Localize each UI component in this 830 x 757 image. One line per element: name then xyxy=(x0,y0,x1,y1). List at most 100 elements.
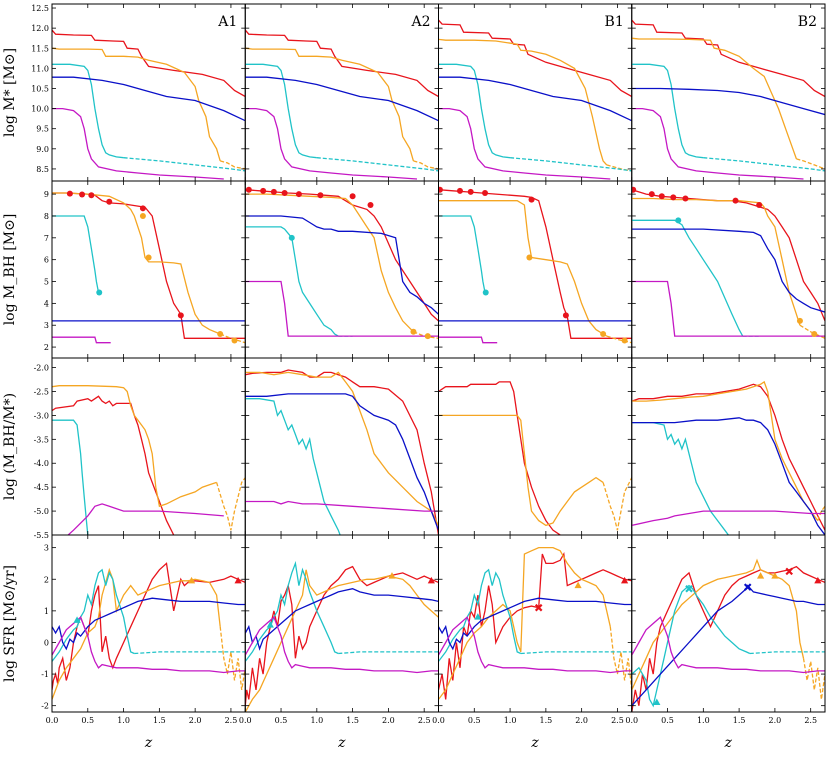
series-orange_dashed xyxy=(606,164,632,172)
marker-point xyxy=(88,192,95,199)
marker-triangle xyxy=(73,616,81,623)
series-cyan xyxy=(438,568,522,662)
series-magenta xyxy=(67,503,224,535)
marker-x xyxy=(743,583,752,591)
series-cyan_dashed xyxy=(316,157,439,172)
ytick-label: 12.0 xyxy=(31,24,49,33)
xtick-label: 0.0 xyxy=(46,716,59,725)
series-cyan xyxy=(631,421,730,535)
marker-triangle xyxy=(756,572,765,579)
marker-triangle xyxy=(474,613,482,620)
marker-point xyxy=(139,205,146,212)
ylabel-log_mbh: log M_BH [M⊙] xyxy=(2,214,18,326)
panel-log_sfr-A2: 0.0 0.5 1.0 1.5 2.0 2.5 z xyxy=(239,534,439,751)
marker-triangle xyxy=(266,621,274,628)
ytick-label: 8.5 xyxy=(36,165,49,174)
ytick-label: 10.0 xyxy=(31,105,49,114)
panel-frame xyxy=(438,534,633,713)
marker-point xyxy=(756,202,763,209)
marker-point xyxy=(66,190,73,197)
xtick-label: 2.5 xyxy=(418,716,431,725)
ytick-label: 9.0 xyxy=(36,145,49,154)
series-orange_dashed xyxy=(796,158,825,170)
marker-point xyxy=(288,234,295,241)
ytick-label: 10.5 xyxy=(31,84,49,93)
panel-frame xyxy=(438,3,633,182)
ytick-label: 9 xyxy=(44,190,49,199)
series-orange_dashed xyxy=(220,160,246,170)
series-red xyxy=(52,29,246,98)
ytick-label: -4.0 xyxy=(34,459,49,468)
panel-label-B1: B1 xyxy=(605,14,624,30)
series-magenta xyxy=(631,616,825,674)
xtick-label: 1.0 xyxy=(504,716,517,725)
ytick-label: 11.0 xyxy=(31,64,49,73)
series-red xyxy=(245,369,439,535)
series-orange_dashed xyxy=(802,658,825,700)
series-cyan_dashed xyxy=(520,651,632,655)
marker-x xyxy=(785,567,793,576)
marker-point xyxy=(231,337,238,344)
marker-point xyxy=(658,193,665,200)
series-red xyxy=(438,19,632,98)
series-magenta xyxy=(245,107,418,180)
series-blue xyxy=(245,215,439,315)
series-orange xyxy=(631,558,805,691)
series-blue xyxy=(631,87,825,116)
series-blue xyxy=(52,76,246,122)
series-red xyxy=(52,562,246,690)
panel-log_ratio-B2 xyxy=(631,357,826,536)
series-orange xyxy=(245,47,415,162)
series-cyan_dashed xyxy=(749,651,825,655)
series-orange xyxy=(438,414,604,527)
marker-point xyxy=(349,193,356,200)
series-blue xyxy=(438,76,632,122)
series-orange xyxy=(52,385,217,508)
xtick-label: 2.5 xyxy=(611,716,624,725)
marker-point xyxy=(367,202,374,209)
series-magenta xyxy=(438,616,632,674)
marker-point xyxy=(670,194,677,201)
marker-point xyxy=(96,289,103,296)
ytick-label: 11.5 xyxy=(31,44,49,53)
series-red xyxy=(438,189,632,339)
series-cyan xyxy=(631,584,751,708)
series-cyan_dashed xyxy=(134,651,246,655)
panel-log_mbh-B1 xyxy=(438,180,633,359)
series-red xyxy=(631,19,825,98)
series-orange xyxy=(631,37,798,160)
marker-triangle xyxy=(187,576,196,584)
marker-point xyxy=(648,191,655,198)
series-orange xyxy=(52,47,221,162)
panel-frame xyxy=(244,180,439,359)
panel-log_mstar-B2: B2 xyxy=(631,3,826,182)
series-red xyxy=(438,551,632,700)
marker-point xyxy=(682,195,689,202)
marker-point xyxy=(410,328,417,335)
marker-point xyxy=(217,330,224,337)
marker-point xyxy=(600,330,607,337)
series-magenta xyxy=(52,616,246,674)
marker-point xyxy=(270,188,277,195)
series-magenta xyxy=(438,107,611,180)
ytick-label: 9.5 xyxy=(36,125,49,134)
panel-frame xyxy=(631,534,826,713)
series-orange_dashed xyxy=(219,626,246,691)
series-cyan xyxy=(631,63,704,159)
series-orange_dashed xyxy=(215,477,246,531)
series-cyan xyxy=(52,63,124,159)
xtick-label: 2.0 xyxy=(189,716,202,725)
series-blue xyxy=(631,228,825,313)
xtick-label: 0.0 xyxy=(239,716,252,725)
marker-point xyxy=(675,217,682,224)
ytick-label: -2.0 xyxy=(34,364,49,373)
series-orange xyxy=(438,546,611,700)
marker-point xyxy=(424,333,431,340)
xlabel: z xyxy=(724,735,733,751)
series-orange xyxy=(245,371,439,526)
marker-triangle xyxy=(234,576,242,584)
marker-x xyxy=(534,603,543,612)
series-orange_dashed xyxy=(606,335,632,344)
series-cyan xyxy=(245,226,339,337)
